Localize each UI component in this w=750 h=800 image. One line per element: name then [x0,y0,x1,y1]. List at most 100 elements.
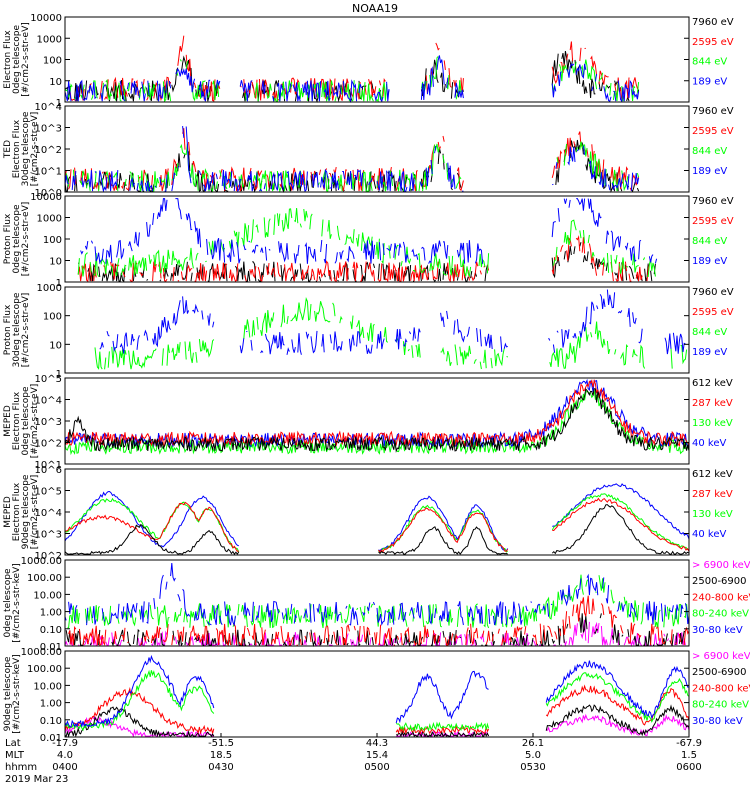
y-tick-label: 10^4 [35,508,62,519]
panel-frame [64,559,690,647]
x-tick-hhmm: 0600 [676,762,701,773]
series-black-trace [64,704,690,738]
x-row-label: MLT [5,750,25,761]
series-blue-trace [64,563,690,627]
panel-7-traces [65,563,689,645]
y-tick-label: 100 [43,56,62,67]
series-red-trace [64,684,690,735]
panel-7: 1000.00 100.00 10.00 1.00 0.10 0.01 0deg teles… [3,556,750,653]
legend-entry-black: 7960 eV [692,196,734,207]
series-blue-trace [64,126,640,193]
y-tick-label: 10^4 [35,396,62,407]
legend-entry-green: 80-240 keV [692,609,749,620]
x-tick-hhmm: 0430 [208,762,233,773]
x-tick-lat: -67.9 [676,738,702,749]
legend-entry-red: 2595 eV [692,126,734,137]
y-axis-label: 0deg telescope [12,204,22,274]
series-green-trace [64,389,690,456]
y-tick-label: 0.10 [40,716,62,727]
legend-entry-blue: 189 eV [692,76,727,87]
y-tick-label: 0.01 [40,642,62,653]
series-blue-trace [64,483,690,552]
y-axis-label: TED [3,140,13,159]
chart-title: NOAA19 [352,2,398,15]
y-axis-label: [#/cm2-s-str-eV] [30,384,40,459]
legend-entry-green: 844 eV [692,236,727,247]
y-tick-label: 1 [56,369,62,380]
y-axis-label: 90deg telescope [3,656,13,731]
x-tick-lat: 26.1 [522,738,544,749]
y-tick-label: 10^6 [35,465,62,476]
x-tick-lat: 44.3 [366,738,388,749]
series-green-trace [77,208,656,278]
x-date-label: 2019 Mar 23 [5,774,68,785]
legend-entry-green: 130 keV [692,509,733,520]
y-axis-label: MEPED [3,405,13,437]
y-tick-label: 10^1 [35,460,62,471]
x-tick-lat: -17.9 [52,738,78,749]
legend-entry-green: 130 keV [692,418,733,429]
y-tick-label: 10.00 [33,590,62,601]
panel-4-traces [95,290,689,370]
x-tick-lat: -51.5 [208,738,234,749]
y-tick-label: 10^5 [35,374,62,385]
y-axis-label: 0deg telescope [3,568,13,638]
legend-entry-magenta: > 6900 keV [692,560,750,571]
legend-entry-black: 2500-6900 [692,576,747,587]
legend-entry-black: 7960 eV [692,17,734,28]
x-row-label: hhmm [5,762,37,773]
y-tick-label: 1000 [37,34,62,45]
y-tick-label: 100 [43,312,62,323]
y-axis-label: Proton Flux [3,304,13,355]
legend-entry-blue: 189 eV [692,256,727,267]
panel-frame [64,16,690,103]
legend-entry-blue: 30-80 keV [692,716,743,727]
panel-1: 10000 1000 100 10 1 Electron Flux 0deg telesco… [3,13,734,109]
y-tick-label: 1 [56,278,62,289]
y-tick-label: 10000 [30,13,62,24]
legend-entry-red: 287 keV [692,489,733,500]
series-red-trace [68,595,690,647]
panel-frame [64,468,690,556]
panel-4: 1000 100 10 1 Proton Flux 30deg telescope [#/c… [3,283,734,380]
y-tick-label: 0.10 [40,625,62,636]
series-blue-trace [100,290,688,355]
y-tick-label: 1000 [37,214,62,225]
series-blue-trace [64,378,690,448]
y-tick-label: 1000.00 [21,647,62,658]
legend-entry-black: 612 keV [692,378,733,389]
y-axis-label: Proton Flux [3,213,13,264]
series-red-trace [64,378,690,448]
legend-entry-green: 844 eV [692,146,727,157]
legend-entry-red: 2595 eV [692,37,734,48]
series-red-trace [65,497,690,553]
legend-entry-blue: 189 eV [692,347,727,358]
legend-entry-magenta: > 6900 keV [692,651,750,662]
y-tick-label: 10^5 [35,487,62,498]
legend-entry-black: 612 keV [692,469,733,480]
x-tick-mlt: 5.0 [525,750,541,761]
legend-entry-red: 2595 eV [692,216,734,227]
panels-layer: 10000 1000 100 10 1 Electron Flux 0deg telesco… [3,13,750,744]
panel-3: 10000 1000 100 10 1 Proton Flux 0deg telescope… [3,192,734,289]
y-axis-label: [#/cm2-s-str-eV] [30,112,40,187]
y-axis-label: Electron Flux [12,482,22,541]
series-blue-trace [64,654,690,728]
y-tick-label: 10^3 [35,417,62,428]
panel-2-traces [64,126,640,194]
y-tick-label: 10 [49,257,62,268]
panel-8-traces [64,654,690,738]
panel-8: 1000.00 100.00 10.00 1.00 0.10 0.01 90deg tele… [3,647,750,744]
panel-1-traces [64,35,640,104]
y-axis-label: [#/cm2-s-str-eV] [21,293,31,368]
y-tick-label: 1.00 [40,699,62,710]
legend-entry-black: 7960 eV [692,106,734,117]
y-tick-label: 100.00 [27,664,62,675]
legend-entry-green: 844 eV [692,327,727,338]
panel-6-traces [64,483,690,555]
y-tick-label: 10^2 [35,551,62,562]
legend-entry-black: 7960 eV [692,287,734,298]
y-axis-label: Electron Flux [3,30,13,89]
y-axis-label: [#/cm2-s-str-keV] [12,654,22,733]
y-axis-label: [#/cm2-s-str-eV] [21,202,31,277]
